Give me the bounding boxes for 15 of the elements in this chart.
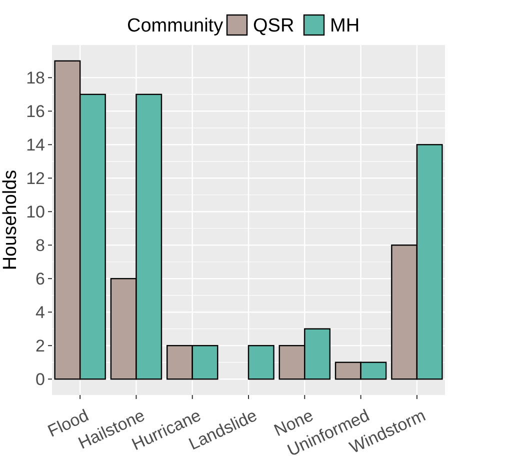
y-tick-label: 2 [36,336,45,356]
y-tick-label: 4 [36,303,45,322]
y-tick-label: 6 [36,270,45,289]
y-tick-label: 14 [26,136,45,155]
legend-label: MH [330,16,360,37]
y-tick-label: 16 [26,102,45,122]
y-tick-label: 0 [36,370,45,390]
y-tick-label: 12 [26,169,45,188]
y-tick-label: 10 [26,202,45,222]
legend-label: QSR [253,16,294,37]
bar [248,345,274,380]
y-tick-label: 8 [36,236,45,256]
y-tick-label: 18 [26,68,45,88]
y-axis-title: Households [0,170,21,270]
legend-title: Community [127,16,224,37]
